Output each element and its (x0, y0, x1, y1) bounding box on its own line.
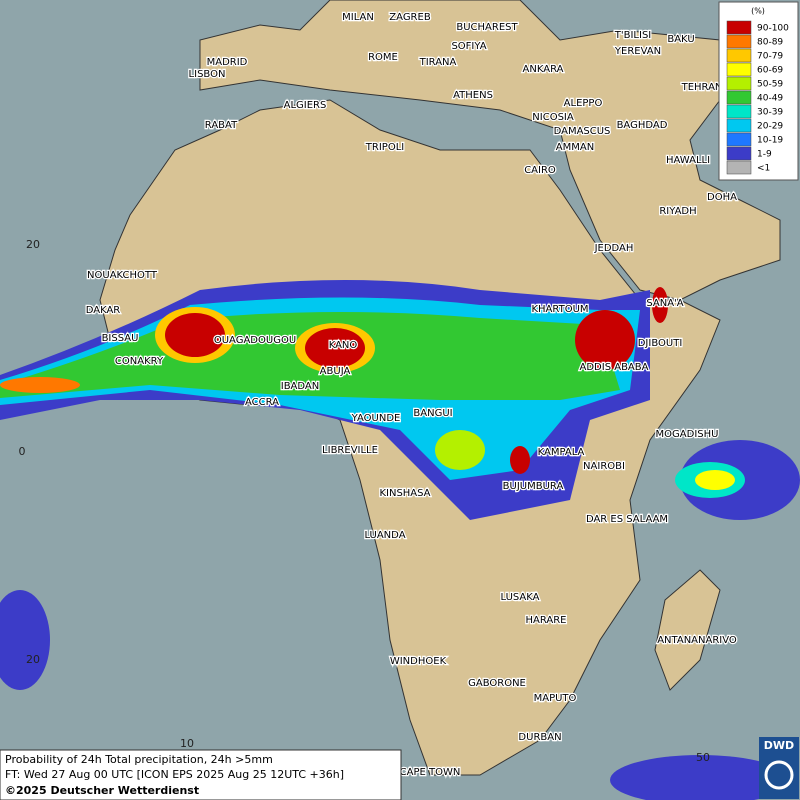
city-label: LIBREVILLE (322, 445, 378, 456)
city-label: DURBAN (518, 732, 561, 743)
city-label: ZAGREB (389, 12, 431, 23)
caption-box (0, 749, 402, 800)
city-label: KINSHASA (379, 488, 430, 499)
precipitation (0, 280, 800, 800)
city-label: MAPUTO (534, 693, 577, 704)
city-label: ATHENS (453, 90, 493, 101)
logo: DWD (764, 739, 794, 752)
legend-swatch (726, 20, 752, 35)
city-label: ACCRA (245, 397, 279, 408)
city-label: IBADAN (281, 381, 320, 392)
caption-line: FT: Wed 27 Aug 00 UTC [ICON EPS 2025 Aug… (5, 768, 344, 781)
legend-label: 90-100 (757, 24, 789, 34)
city-label: KANO (329, 340, 358, 351)
city-label: TIRANA (419, 57, 457, 68)
legend-label: <1 (757, 164, 770, 174)
legend-label: 60-69 (757, 66, 783, 76)
legend-swatch (726, 34, 752, 49)
city-label: BANGUI (413, 408, 452, 419)
city-label: KHARTOUM (531, 304, 588, 315)
lon-label: 10 (180, 737, 194, 750)
legend-swatch (726, 146, 752, 161)
city-label: BUJUMBURA (503, 481, 564, 492)
city-label: ANTANANARIVO (657, 635, 737, 646)
legend-swatch (726, 104, 752, 119)
city-label: RABAT (205, 120, 238, 131)
city-label: T'BILISI (614, 30, 651, 41)
caption-line: Probability of 24h Total precipitation, … (5, 753, 273, 766)
legend: (%) 90-100 80-89 70-79 60-69 50-59 40-49 30-39… (718, 1, 799, 181)
city-label: LUANDA (364, 530, 405, 541)
legend-swatch (726, 118, 752, 133)
city-label: ANKARA (523, 64, 564, 75)
legend-swatch (726, 160, 752, 175)
city-label: KAMPALA (538, 447, 585, 458)
city-label: WINDHOEK (390, 656, 447, 667)
city-label: HAWALLI (666, 155, 710, 166)
city-label: MILAN (342, 12, 374, 23)
lat-label: 20 (26, 238, 40, 251)
city-label: NAIROBI (583, 461, 625, 472)
legend-label: 1-9 (757, 150, 772, 160)
legend-label: 80-89 (757, 38, 783, 48)
logo-icon (764, 760, 794, 790)
city-label: CAIRO (524, 165, 556, 176)
legend-unit: (%) (751, 7, 765, 16)
city-label: MOGADISHU (656, 429, 719, 440)
city-label: BISSAU (102, 333, 139, 344)
city-label: ADDIS ABABA (580, 362, 649, 373)
city-label: CONAKRY (115, 356, 164, 367)
city-label: LUSAKA (501, 592, 540, 603)
legend-swatch (726, 48, 752, 63)
city-label: OUAGADOUGOU (214, 335, 296, 346)
lon-label: 50 (696, 751, 710, 764)
city-label: HARARE (525, 615, 566, 626)
city-label: SANA'A (646, 298, 683, 309)
city-label: GABORONE (468, 678, 526, 689)
legend-label: 70-79 (757, 52, 783, 62)
legend-label: 30-39 (757, 108, 783, 118)
city-label: DOHA (707, 192, 737, 203)
city-label: BAKU (667, 34, 694, 45)
legend-swatch (726, 76, 752, 91)
city-label: TEHRAN (681, 82, 723, 93)
city-label: CAPE TOWN (400, 767, 461, 778)
city-label: NOUAKCHOTT (87, 270, 158, 281)
city-label: BUCHAREST (456, 22, 518, 33)
city-label: YAOUNDE (351, 413, 401, 424)
city-label: JEDDAH (594, 243, 634, 254)
city-label: MADRID (207, 57, 248, 68)
city-label: TRIPOLI (365, 142, 404, 153)
lat-label: 20 (26, 653, 40, 666)
legend-label: 50-59 (757, 80, 783, 90)
legend-label: 10-19 (757, 136, 783, 146)
city-label: DAKAR (86, 305, 121, 316)
city-label: ABUJA (320, 366, 351, 377)
legend-swatch (726, 62, 752, 77)
city-label: RIYADH (659, 206, 696, 217)
city-label: YEREVAN (614, 46, 661, 57)
legend-label: 20-29 (757, 122, 783, 132)
city-label: ALEPPO (564, 98, 603, 109)
legend-label: 40-49 (757, 94, 783, 104)
city-label: DAMASCUS (554, 126, 611, 137)
city-label: BAGHDAD (617, 120, 668, 131)
city-label: ALGIERS (284, 100, 327, 111)
caption-line: ©2025 Deutscher Wetterdienst (5, 784, 199, 797)
city-label: SOFIYA (451, 41, 486, 52)
lat-label: 0 (19, 445, 26, 458)
legend-swatch (726, 90, 752, 105)
city-label: DJIBOUTI (638, 338, 683, 349)
city-label: NICOSIA (532, 112, 574, 123)
city-label: LISBON (189, 69, 226, 80)
city-label: DAR ES SALAAM (586, 514, 668, 525)
city-label: ROME (368, 52, 398, 63)
city-label: AMMAN (556, 142, 594, 153)
legend-swatch (726, 132, 752, 147)
